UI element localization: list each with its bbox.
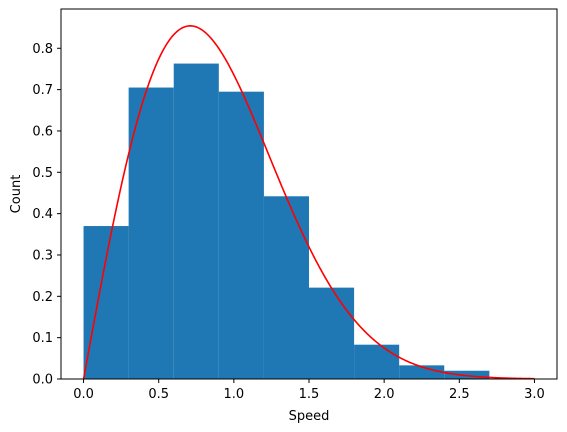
- histogram-bar-8: [444, 370, 490, 379]
- y-tick-label-4: 0.4: [32, 207, 53, 222]
- x-tick-label-1: 0.5: [148, 387, 169, 402]
- histogram-bar-3: [218, 91, 264, 379]
- histogram-bar-6: [354, 344, 400, 379]
- plot-frame: [60, 8, 558, 380]
- y-tick-label-3: 0.3: [32, 248, 53, 263]
- histogram-bar-1: [128, 87, 174, 379]
- histogram-bar-4: [263, 196, 309, 379]
- x-tick-label-2: 1.0: [224, 387, 245, 402]
- y-axis-ticks: 0.0 0.1 0.2 0.3 0.4 0.5 0.6 0.7 0.8: [32, 42, 61, 388]
- histogram-bars: [83, 63, 490, 380]
- fit-curve-line: [82, 25, 535, 380]
- x-axis-ticks: 0.0 0.5 1.0 1.5 2.0 2.5 3.0: [73, 379, 545, 402]
- x-tick-label-4: 2.0: [374, 387, 395, 402]
- x-axis-label: Speed: [289, 409, 330, 424]
- y-axis-label: Count: [9, 175, 24, 214]
- y-tick-label-7: 0.7: [32, 83, 53, 98]
- x-tick-label-3: 1.5: [299, 387, 320, 402]
- x-tick-label-5: 2.5: [449, 387, 470, 402]
- y-tick-label-0: 0.0: [32, 373, 53, 388]
- histogram-bar-7: [399, 365, 445, 379]
- histogram-bar-2: [173, 63, 219, 380]
- histogram-bar-5: [309, 287, 355, 379]
- histogram-bar-0: [83, 226, 129, 379]
- y-tick-label-2: 0.2: [32, 290, 53, 305]
- y-tick-label-5: 0.5: [32, 166, 53, 181]
- x-tick-label-0: 0.0: [73, 387, 94, 402]
- y-tick-label-8: 0.8: [32, 42, 53, 57]
- y-tick-label-6: 0.6: [32, 124, 53, 139]
- x-tick-label-6: 3.0: [524, 387, 545, 402]
- fit-curve-layer: [82, 25, 535, 380]
- y-tick-label-1: 0.1: [32, 331, 53, 346]
